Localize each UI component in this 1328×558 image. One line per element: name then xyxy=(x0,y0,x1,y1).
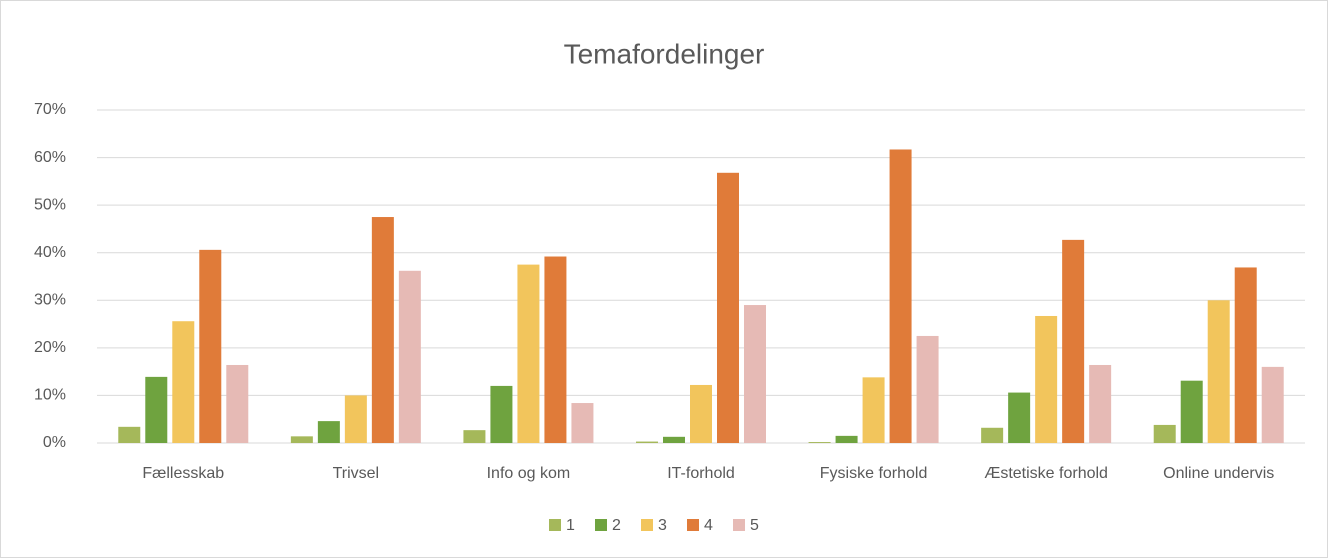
y-tick-label: 20% xyxy=(34,339,66,356)
y-tick-label: 70% xyxy=(34,101,66,118)
bar xyxy=(398,270,421,443)
bar xyxy=(1062,239,1085,443)
bar xyxy=(517,264,540,443)
legend-swatch xyxy=(641,519,653,531)
bar xyxy=(690,384,712,443)
bar xyxy=(199,249,222,443)
legend-label: 2 xyxy=(612,517,621,534)
bar xyxy=(1261,366,1284,443)
legend-label: 4 xyxy=(704,517,713,534)
chart-title: Temafordelinger xyxy=(564,38,765,69)
bar xyxy=(571,403,594,443)
bar xyxy=(1234,267,1257,443)
bar xyxy=(981,427,1004,443)
x-tick-label: Info og kom xyxy=(487,465,571,482)
legend-swatch xyxy=(733,519,745,531)
y-tick-label: 0% xyxy=(43,434,66,451)
bar xyxy=(862,377,885,443)
bar xyxy=(889,149,912,443)
x-tick-label: Online undervis xyxy=(1163,465,1274,482)
bar xyxy=(835,435,858,443)
y-tick-label: 60% xyxy=(34,149,66,166)
bar xyxy=(371,217,394,443)
x-tick-label: Trivsel xyxy=(333,465,380,482)
legend-label: 5 xyxy=(750,517,759,534)
bar xyxy=(1008,392,1031,443)
bar xyxy=(544,256,567,443)
y-tick-label: 40% xyxy=(34,244,66,261)
bar xyxy=(1035,315,1058,443)
legend-swatch xyxy=(595,519,607,531)
bar xyxy=(226,364,249,443)
bar xyxy=(317,421,340,443)
bar xyxy=(663,436,685,443)
bar xyxy=(1180,380,1203,443)
bar xyxy=(463,430,486,443)
bar xyxy=(1207,300,1230,443)
bar xyxy=(717,172,739,443)
y-tick-label: 50% xyxy=(34,196,66,213)
legend-swatch xyxy=(687,519,699,531)
x-tick-label: Fysiske forhold xyxy=(820,465,928,482)
bar xyxy=(344,395,367,443)
bar xyxy=(172,321,195,443)
bar xyxy=(1089,364,1112,443)
bar xyxy=(290,436,313,443)
bar xyxy=(636,441,658,443)
y-tick-label: 30% xyxy=(34,292,66,309)
bar xyxy=(145,376,168,443)
bar xyxy=(916,335,939,443)
bar xyxy=(490,385,513,443)
legend-label: 1 xyxy=(566,517,575,534)
y-tick-label: 10% xyxy=(34,387,66,404)
x-tick-label: IT-forhold xyxy=(667,465,735,482)
bar xyxy=(808,442,831,443)
legend-swatch xyxy=(549,519,561,531)
bar xyxy=(118,426,141,443)
bar xyxy=(1153,424,1176,443)
legend-label: 3 xyxy=(658,517,667,534)
x-tick-label: Æstetiske forhold xyxy=(984,465,1108,482)
x-tick-label: Fællesskab xyxy=(142,465,224,482)
bar xyxy=(744,305,766,443)
